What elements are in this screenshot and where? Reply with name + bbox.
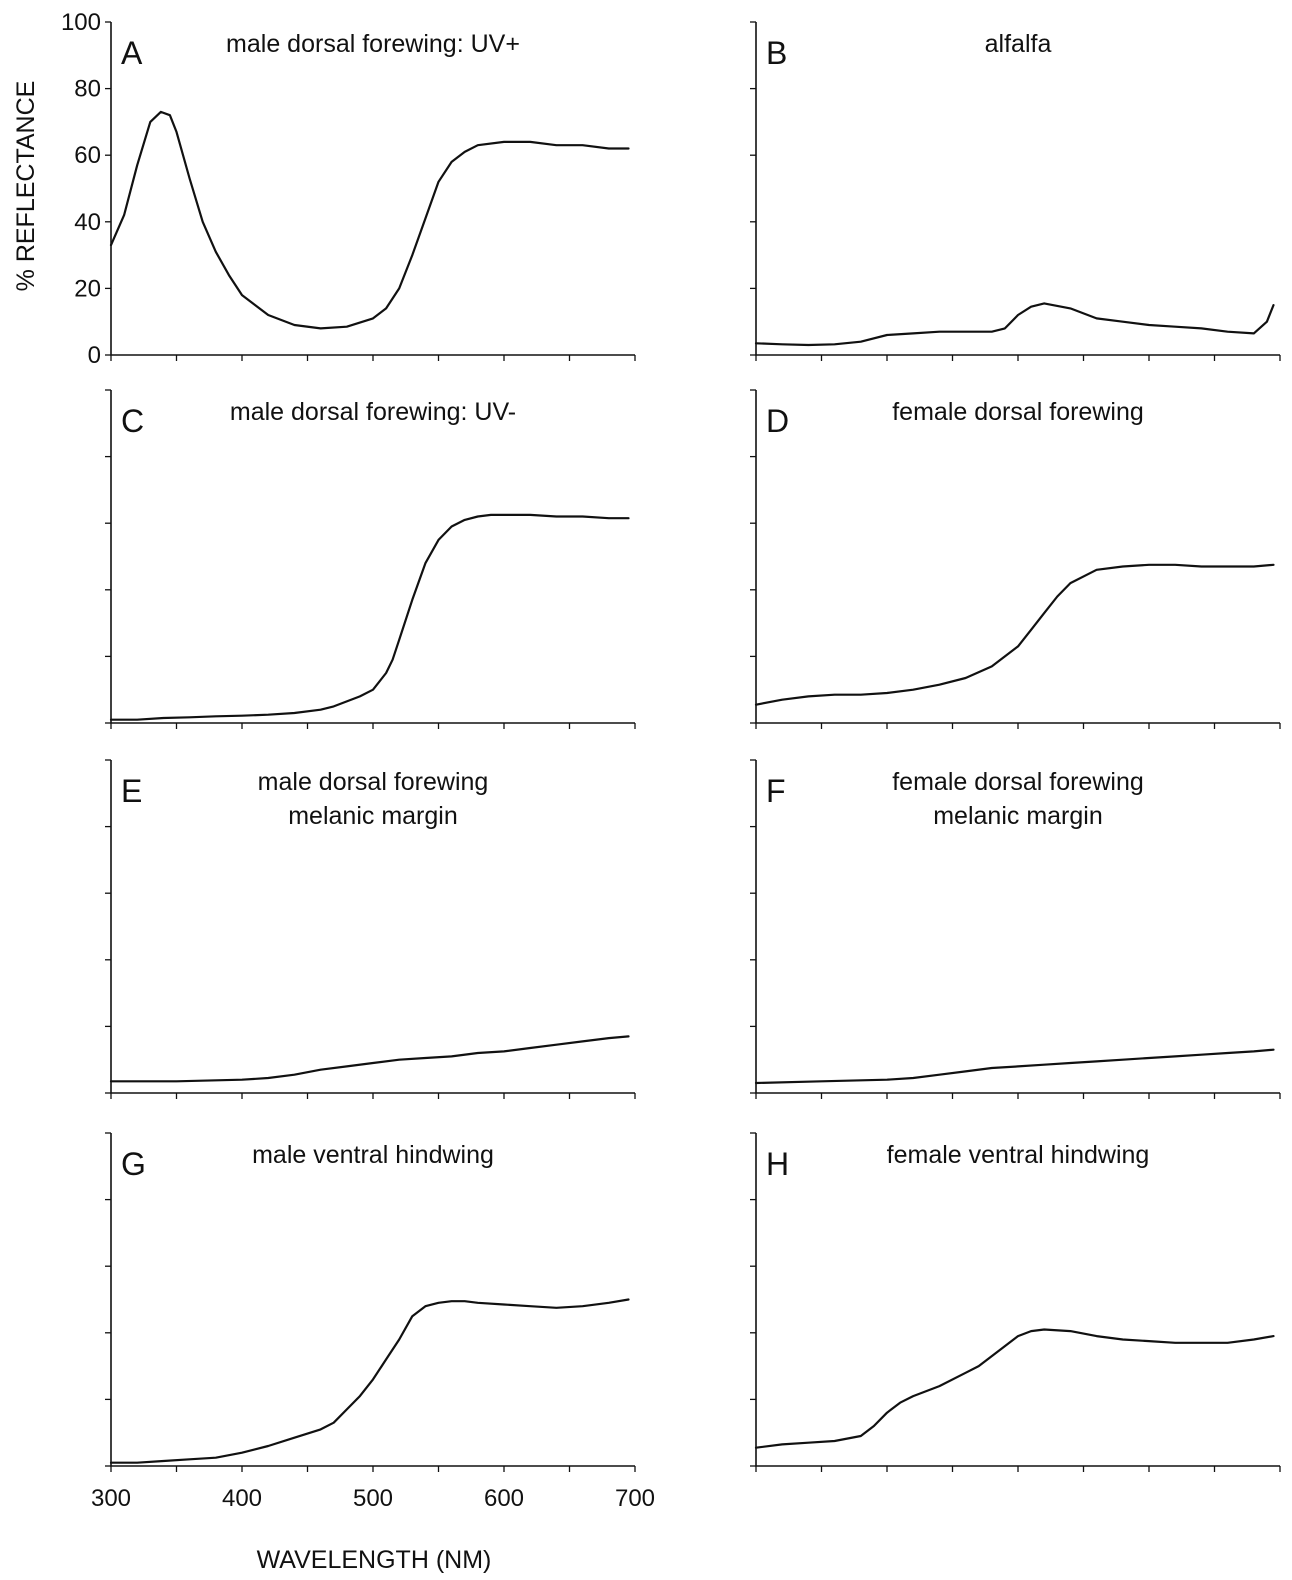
panel-d-title: female dorsal forewing <box>892 398 1144 426</box>
y-tick-label: 20 <box>74 275 101 302</box>
panel-c-title: male dorsal forewing: UV- <box>230 398 516 426</box>
panel-c-reflectance-line <box>109 513 630 721</box>
panel-h-title: female ventral hindwing <box>887 1141 1150 1169</box>
panel-g-axes <box>110 1133 635 1467</box>
panel-h-axes <box>755 1133 1280 1467</box>
y-tick-label: 80 <box>74 76 101 103</box>
panel-a-letter: A <box>121 35 143 71</box>
panel-c-axes <box>110 390 635 724</box>
panel-b-reflectance-line <box>754 302 1275 347</box>
panel-e-reflectance-line <box>109 1035 630 1083</box>
y-tick-label: 60 <box>74 142 101 169</box>
panel-f-title: melanic margin <box>933 802 1103 830</box>
panel-g-letter: G <box>121 1146 146 1182</box>
panel-e-title: melanic margin <box>288 802 458 830</box>
x-tick-label: 300 <box>91 1485 131 1512</box>
panel-b-title: alfalfa <box>985 30 1052 58</box>
panel-f-reflectance-line <box>754 1048 1275 1085</box>
panel-h-letter: H <box>766 1146 789 1182</box>
panel-f-letter: F <box>766 773 786 809</box>
y-tick-label: 0 <box>88 342 101 369</box>
panel-b-letter: B <box>766 35 787 71</box>
panel-d-axes <box>755 390 1280 724</box>
panel-a-axes <box>110 22 635 356</box>
panel-e-title: male dorsal forewing <box>258 768 489 796</box>
panel-e-letter: E <box>121 773 142 809</box>
panel-g: 300 400 500 600 700 G male ventral hindwing <box>91 1132 655 1512</box>
panel-a: 0 20 40 60 80 100 A male dorsal forewing: UV+ <box>61 9 636 369</box>
panel-a-reflectance-line <box>109 110 630 330</box>
panel-b-axes <box>755 22 1280 356</box>
y-tick-label: 100 <box>61 9 101 36</box>
panel-f-title: female dorsal forewing <box>892 768 1144 796</box>
panel-h-reflectance-line <box>754 1328 1275 1449</box>
x-tick-label: 500 <box>353 1485 393 1512</box>
y-axis-title: % REFLECTANCE <box>12 81 40 292</box>
x-axis-title: WAVELENGTH (NM) <box>257 1546 492 1574</box>
panel-g-reflectance-line <box>109 1298 630 1464</box>
panel-d-reflectance-line <box>754 563 1275 706</box>
panel-c-letter: C <box>121 403 144 439</box>
panel-a-title: male dorsal forewing: UV+ <box>226 30 520 58</box>
y-tick-label: 40 <box>74 209 101 236</box>
x-tick-label: 700 <box>615 1485 655 1512</box>
panel-d-letter: D <box>766 403 789 439</box>
x-tick-label: 400 <box>222 1485 262 1512</box>
panel-g-title: male ventral hindwing <box>252 1141 494 1169</box>
x-tick-label: 600 <box>484 1485 524 1512</box>
